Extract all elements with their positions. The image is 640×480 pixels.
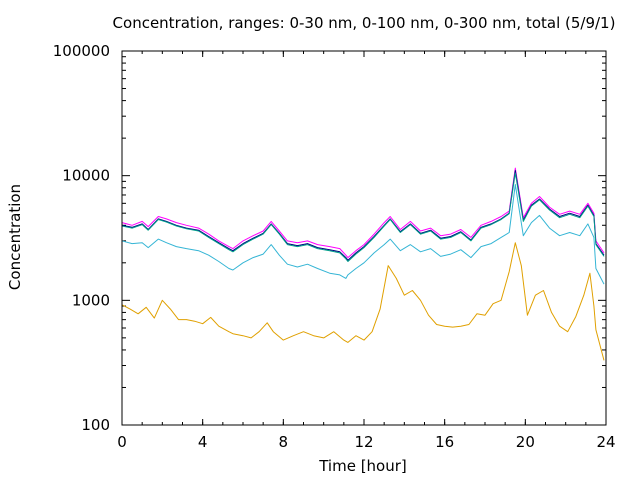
chart-title: Concentration, ranges: 0-30 nm, 0-100 nm… <box>113 14 616 32</box>
x-tick-label: 20 <box>516 433 535 451</box>
x-axis-label: Time [hour] <box>318 457 407 475</box>
x-tick-label: 8 <box>279 433 289 451</box>
series-lines <box>121 167 605 361</box>
y-tick-label: 1000 <box>72 291 110 309</box>
y-tick-label: 10000 <box>62 167 110 185</box>
y-axis-label: Concentration <box>6 184 24 290</box>
series-line-5 <box>121 242 605 361</box>
x-tick-label: 0 <box>117 433 127 451</box>
x-tick-label: 16 <box>435 433 454 451</box>
x-tick-label: 4 <box>198 433 208 451</box>
plot-frame <box>121 50 607 426</box>
x-tick-label: 12 <box>354 433 373 451</box>
series-line-2 <box>121 170 605 261</box>
x-tick-label: 24 <box>596 433 615 451</box>
series-line-1 <box>121 167 605 259</box>
y-tick-label: 100000 <box>53 42 110 60</box>
series-line-3 <box>121 172 605 262</box>
series-line-4 <box>121 184 605 285</box>
y-tick-label: 100 <box>81 416 110 434</box>
